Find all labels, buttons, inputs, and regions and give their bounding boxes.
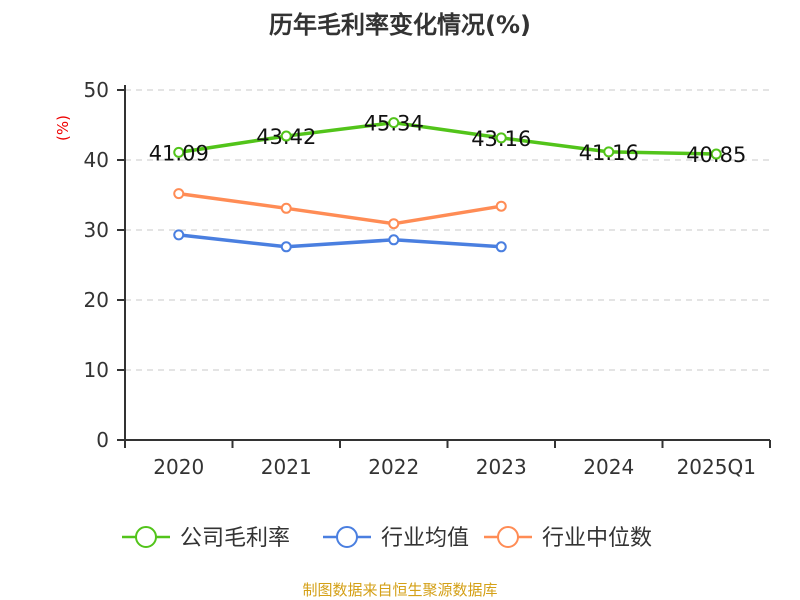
data-point bbox=[173, 229, 185, 241]
data-point bbox=[495, 241, 507, 253]
legend-label: 行业中位数 bbox=[542, 526, 652, 551]
x-tick-label: 2024 bbox=[583, 455, 634, 479]
series-line-0 bbox=[178, 120, 717, 156]
y-axis-label: (%) bbox=[54, 115, 72, 141]
x-tick-label: 2023 bbox=[476, 455, 527, 479]
y-tick-label: 30 bbox=[84, 218, 109, 242]
y-tick-label: 20 bbox=[84, 288, 109, 312]
data-point bbox=[173, 188, 185, 200]
y-tick-label: 0 bbox=[96, 428, 109, 452]
data-point bbox=[280, 202, 292, 214]
data-point bbox=[710, 148, 722, 160]
data-point bbox=[603, 146, 615, 158]
data-point bbox=[280, 241, 292, 253]
data-label: 41.16 bbox=[579, 141, 639, 165]
x-tick-label: 2020 bbox=[153, 455, 204, 479]
data-point bbox=[495, 200, 507, 212]
y-tick-label: 40 bbox=[84, 148, 109, 172]
data-label: 40.85 bbox=[686, 143, 746, 167]
data-point bbox=[173, 146, 185, 158]
legend-label: 行业均值 bbox=[381, 526, 469, 551]
data-point bbox=[388, 117, 400, 129]
data-point bbox=[388, 234, 400, 246]
x-tick-label: 2025Q1 bbox=[677, 455, 756, 479]
chart-title: 历年毛利率变化情况(%) bbox=[269, 11, 531, 39]
x-tick-label: 2022 bbox=[368, 455, 419, 479]
series-line-2 bbox=[178, 191, 502, 226]
legend-label: 公司毛利率 bbox=[180, 526, 290, 551]
x-tick-label: 2021 bbox=[261, 455, 312, 479]
data-label: 45.34 bbox=[364, 112, 424, 136]
data-label: 41.09 bbox=[149, 141, 209, 165]
data-label: 43.42 bbox=[256, 125, 316, 149]
legend-marker bbox=[135, 526, 157, 548]
y-tick-label: 50 bbox=[84, 78, 109, 102]
source-note: 制图数据来自恒生聚源数据库 bbox=[302, 581, 497, 599]
series-line-1 bbox=[178, 233, 502, 249]
data-point bbox=[280, 130, 292, 142]
legend-marker bbox=[497, 526, 519, 548]
data-label: 43.16 bbox=[471, 127, 531, 151]
data-point bbox=[388, 218, 400, 230]
legend-marker bbox=[336, 526, 358, 548]
y-tick-label: 10 bbox=[84, 358, 109, 382]
data-point bbox=[495, 132, 507, 144]
